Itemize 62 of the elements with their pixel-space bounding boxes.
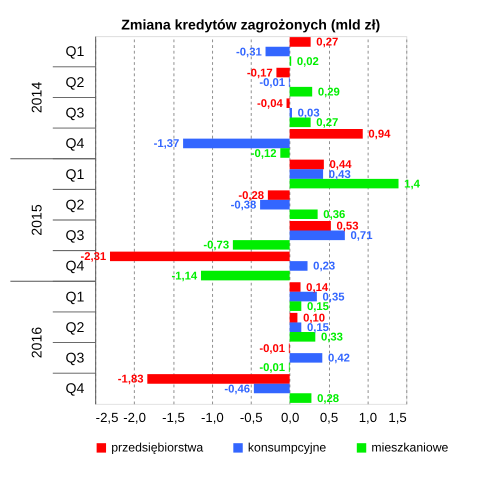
- data-label: 1,4: [404, 178, 421, 190]
- data-label: -0,01: [259, 362, 286, 374]
- legend-label: przedsiębiorstwa: [111, 440, 204, 455]
- y-tick-label: Q4: [66, 135, 85, 152]
- data-label: 0,35: [322, 291, 345, 304]
- data-label: 0,94: [368, 128, 392, 141]
- data-label: 0,42: [328, 352, 350, 365]
- data-label: 0,27: [316, 117, 338, 130]
- y-tick-label: Q3: [66, 350, 85, 366]
- x-tick-label: -0,5: [240, 410, 263, 426]
- data-label: 0,14: [306, 282, 329, 294]
- data-label: -0,38: [230, 199, 256, 212]
- x-tick-label: 1,0: [358, 410, 378, 426]
- text: 2016: [28, 326, 44, 358]
- legend-label: konsumpcyjne: [248, 440, 326, 455]
- x-tick-label: -1,5: [162, 410, 185, 426]
- data-label: 0,29: [318, 86, 340, 98]
- data-label: 0,53: [336, 220, 359, 233]
- y-tick-label: Q1: [66, 43, 85, 60]
- data-label: -0,46: [224, 383, 250, 396]
- y-tick-label: Q4: [66, 380, 85, 396]
- data-label: 0,15: [306, 322, 329, 334]
- data-label: 0,36: [323, 209, 346, 222]
- data-label: 0,71: [350, 230, 373, 242]
- chart-title: Zmiana kredytów zagrożonych (mld zł): [121, 16, 380, 33]
- data-label: -1,83: [118, 374, 144, 386]
- x-tick-label: -2,5: [96, 410, 118, 426]
- data-label: -0,12: [250, 148, 277, 160]
- x-tick-label: -1,0: [200, 410, 224, 426]
- data-label: 0,15: [306, 300, 329, 313]
- y-tick-label: Q4: [66, 258, 85, 274]
- x-tick-label: 1,5: [388, 410, 407, 426]
- data-label: 0,10: [303, 312, 326, 324]
- data-label: -0,01: [259, 343, 286, 356]
- y-tick-label: Q2: [66, 74, 85, 90]
- y-tick-label: Q1: [66, 288, 85, 304]
- y-tick-label: Q2: [66, 196, 85, 212]
- y-tick-label: Q2: [66, 318, 85, 335]
- data-label: -0,31: [236, 46, 262, 58]
- x-tick-label: 0,5: [320, 410, 338, 426]
- data-label: -0,01: [259, 76, 286, 89]
- data-label: 0,02: [296, 56, 319, 68]
- text: 2014: [28, 82, 44, 114]
- data-label: 0,44: [330, 159, 352, 172]
- data-label: -0,17: [246, 67, 273, 80]
- data-label: 0,23: [313, 260, 336, 273]
- data-label: -0,04: [257, 98, 284, 110]
- y-tick-label: Q3: [66, 104, 85, 120]
- data-label: 0,28: [317, 392, 340, 405]
- text: 2015: [28, 204, 44, 236]
- data-label: -0,28: [238, 190, 264, 202]
- x-tick-label: -2,0: [123, 410, 146, 426]
- data-label: -1,37: [154, 138, 180, 150]
- data-label: 0,33: [320, 332, 343, 344]
- y-tick-label: Q3: [66, 227, 85, 244]
- legend-label: mieszkaniowe: [371, 440, 449, 455]
- data-label: -0,73: [203, 240, 230, 252]
- data-label: -1,14: [171, 270, 198, 282]
- data-label: 0,27: [316, 36, 338, 49]
- y-tick-label: Q1: [66, 166, 85, 182]
- data-label: 0,43: [328, 168, 351, 181]
- x-tick-label: 0,0: [280, 410, 300, 426]
